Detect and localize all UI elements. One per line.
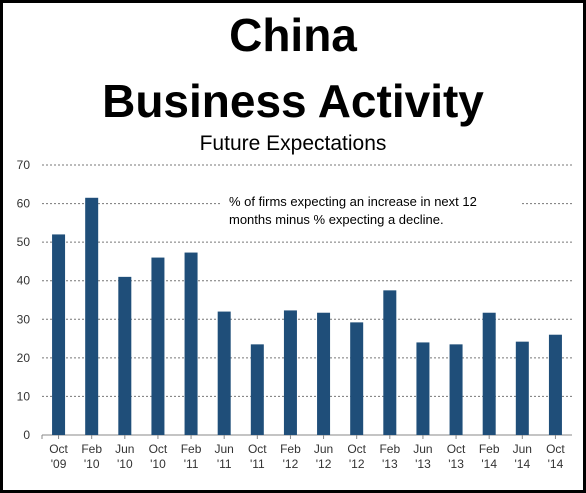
y-axis-ticks: 0 10 20 30 40 50 60 70 [17,158,31,442]
x-tick-label-month: Feb [280,442,301,456]
bar [416,342,430,435]
bar [383,290,397,435]
bar [118,276,132,435]
x-tick-label-month: Jun [215,442,234,456]
bar [350,322,364,435]
x-tick-label-month: Feb [81,442,102,456]
x-tick-label-year: '10 [84,457,100,471]
x-tick-label-year: '09 [51,457,67,471]
x-tick-label-month: Feb [479,442,500,456]
bar [283,310,297,435]
x-tick-label-year: '10 [117,457,133,471]
x-tick-label-month: Oct [546,442,565,456]
bar [449,344,463,435]
x-tick-label-year: '12 [349,457,365,471]
x-tick-label-year: '14 [481,457,497,471]
annotation: % of firms expecting an increase in next… [222,190,522,230]
bar [184,252,198,435]
x-axis-labels: Oct'09Feb'10Jun'10Oct'10Feb'11Jun'11Oct'… [41,435,565,471]
x-tick-label-year: '13 [448,457,464,471]
annotation-line: months minus % expecting a decline. [229,212,444,227]
y-tick-label: 40 [17,274,31,288]
y-tick-label: 0 [23,428,30,442]
bar [482,312,496,435]
bar [85,197,99,435]
x-tick-label-month: Oct [149,442,168,456]
bar [548,334,562,435]
x-tick-label-year: '11 [184,457,199,471]
x-tick-label-year: '14 [548,457,564,471]
y-tick-label: 50 [17,235,31,249]
annotation-box [222,190,522,230]
x-tick-label-year: '12 [316,457,332,471]
y-tick-label: 20 [17,351,31,365]
chart-title: China [229,9,357,61]
x-tick-label-year: '11 [250,457,265,471]
bar [52,234,66,435]
x-tick-label-month: Jun [115,442,134,456]
bar [515,341,529,435]
x-tick-label-month: Oct [248,442,267,456]
annotation-line: % of firms expecting an increase in next… [229,194,477,209]
x-tick-label-year: '12 [283,457,299,471]
bars [52,197,562,435]
x-tick-label-year: '11 [217,457,232,471]
x-tick-label-month: Jun [513,442,532,456]
x-tick-label-year: '13 [415,457,431,471]
x-tick-label-month: Jun [413,442,432,456]
x-tick-label-month: Feb [379,442,400,456]
y-tick-label: 60 [17,197,31,211]
y-tick-label: 70 [17,158,31,172]
chart-title-line2: Business Activity [102,75,484,127]
bar [217,311,231,435]
bar [151,257,165,435]
bar [250,344,264,435]
y-tick-label: 30 [17,312,31,326]
bar [317,312,331,435]
x-tick-label-year: '13 [382,457,398,471]
x-tick-label-month: Oct [347,442,366,456]
x-tick-label-year: '14 [514,457,530,471]
x-tick-label-month: Jun [314,442,333,456]
x-tick-label-month: Feb [181,442,202,456]
chart-subtitle: Future Expectations [199,132,387,155]
x-tick-label-year: '10 [150,457,166,471]
x-tick-label-month: Oct [49,442,68,456]
y-tick-label: 10 [17,389,31,403]
x-tick-label-month: Oct [447,442,466,456]
